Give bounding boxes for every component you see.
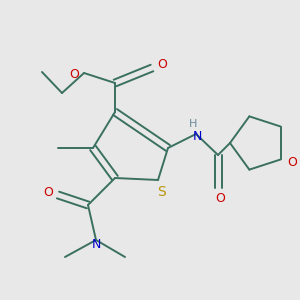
Text: N: N bbox=[192, 130, 202, 143]
Text: O: O bbox=[43, 185, 53, 199]
Text: O: O bbox=[69, 68, 79, 82]
Text: O: O bbox=[288, 156, 298, 169]
Text: N: N bbox=[91, 238, 101, 250]
Text: O: O bbox=[157, 58, 167, 70]
Text: H: H bbox=[189, 119, 197, 129]
Text: S: S bbox=[157, 185, 165, 199]
Text: O: O bbox=[215, 191, 225, 205]
